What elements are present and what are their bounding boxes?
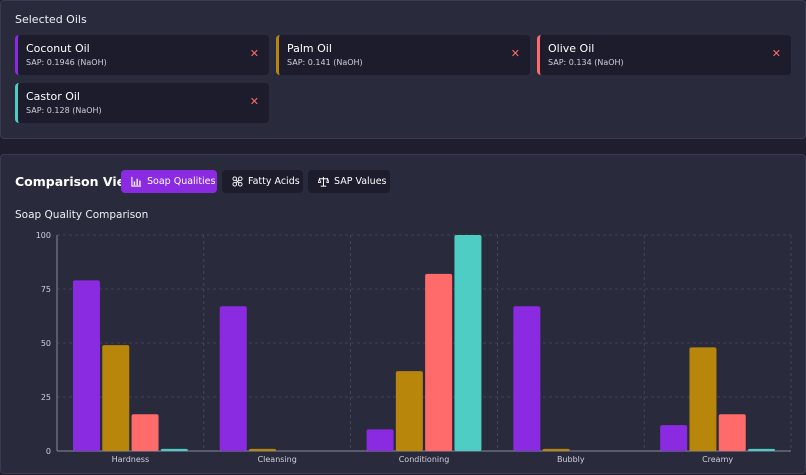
x-tick-label: Conditioning: [399, 455, 450, 464]
chart-title: Soap Quality Comparison: [15, 209, 149, 221]
bar[interactable]: [102, 345, 130, 451]
comparison-view-title: Comparison View: [15, 174, 137, 189]
bar[interactable]: [542, 448, 570, 451]
soap-quality-bar-chart: 0 25 50 75 100 Hardness Cleansing Conditioning B…: [36, 231, 792, 464]
tab-label: Soap Qualities: [147, 176, 216, 187]
bar[interactable]: [366, 429, 394, 451]
y-tick-label: 25: [41, 393, 51, 402]
bar[interactable]: [513, 306, 541, 451]
bar[interactable]: [454, 235, 482, 451]
scale-icon: [318, 176, 329, 187]
oil-card-castor: Castor Oil SAP: 0.128 (NaOH) ✕: [15, 83, 269, 123]
bar-chart-icon: [131, 176, 142, 187]
y-tick-label: 75: [41, 285, 51, 294]
oil-name: Palm Oil: [287, 42, 332, 55]
oil-card-coconut: Coconut Oil SAP: 0.1946 (NaOH) ✕: [15, 35, 269, 75]
tab-sap-values[interactable]: SAP Values: [308, 170, 390, 193]
bar[interactable]: [395, 371, 423, 451]
y-tick-label: 100: [36, 231, 51, 240]
bar[interactable]: [425, 273, 453, 451]
oil-sap-value: SAP: 0.1946 (NaOH): [26, 58, 107, 67]
tab-label: Fatty Acids: [248, 176, 300, 187]
selected-oils-panel: Selected Oils Coconut Oil SAP: 0.1946 (N…: [0, 0, 806, 139]
bar[interactable]: [718, 414, 746, 451]
oil-name: Coconut Oil: [26, 42, 90, 55]
oil-sap-value: SAP: 0.134 (NaOH): [548, 58, 624, 67]
oil-name: Olive Oil: [548, 42, 595, 55]
y-tick-label: 0: [46, 447, 51, 456]
tab-fatty-acids[interactable]: Fatty Acids: [222, 170, 303, 193]
tab-label: SAP Values: [334, 176, 387, 187]
molecule-icon: [232, 176, 243, 187]
selected-oils-title: Selected Oils: [15, 13, 87, 26]
x-tick-label: Creamy: [702, 455, 733, 464]
x-tick-label: Cleansing: [258, 455, 297, 464]
x-tick-label: Bubbly: [557, 455, 585, 464]
bar[interactable]: [131, 414, 159, 451]
tab-soap-qualities[interactable]: Soap Qualities: [121, 170, 217, 193]
bar[interactable]: [219, 306, 247, 451]
bar[interactable]: [72, 280, 100, 451]
comparison-panel: Comparison View Soap Qualities Fatty Aci…: [0, 154, 806, 474]
oil-card-olive: Olive Oil SAP: 0.134 (NaOH) ✕: [537, 35, 791, 75]
remove-oil-button[interactable]: ✕: [771, 47, 781, 60]
remove-oil-button[interactable]: ✕: [249, 47, 259, 60]
oil-name: Castor Oil: [26, 90, 80, 103]
bar[interactable]: [748, 448, 776, 451]
oil-card-palm: Palm Oil SAP: 0.141 (NaOH) ✕: [276, 35, 530, 75]
bar[interactable]: [660, 425, 688, 451]
remove-oil-button[interactable]: ✕: [510, 47, 520, 60]
remove-oil-button[interactable]: ✕: [249, 95, 259, 108]
x-tick-label: Hardness: [112, 455, 149, 464]
oil-sap-value: SAP: 0.141 (NaOH): [287, 58, 363, 67]
bar[interactable]: [249, 448, 277, 451]
y-tick-label: 50: [41, 339, 51, 348]
oil-sap-value: SAP: 0.128 (NaOH): [26, 106, 102, 115]
bar[interactable]: [160, 448, 188, 451]
bar[interactable]: [689, 347, 717, 451]
